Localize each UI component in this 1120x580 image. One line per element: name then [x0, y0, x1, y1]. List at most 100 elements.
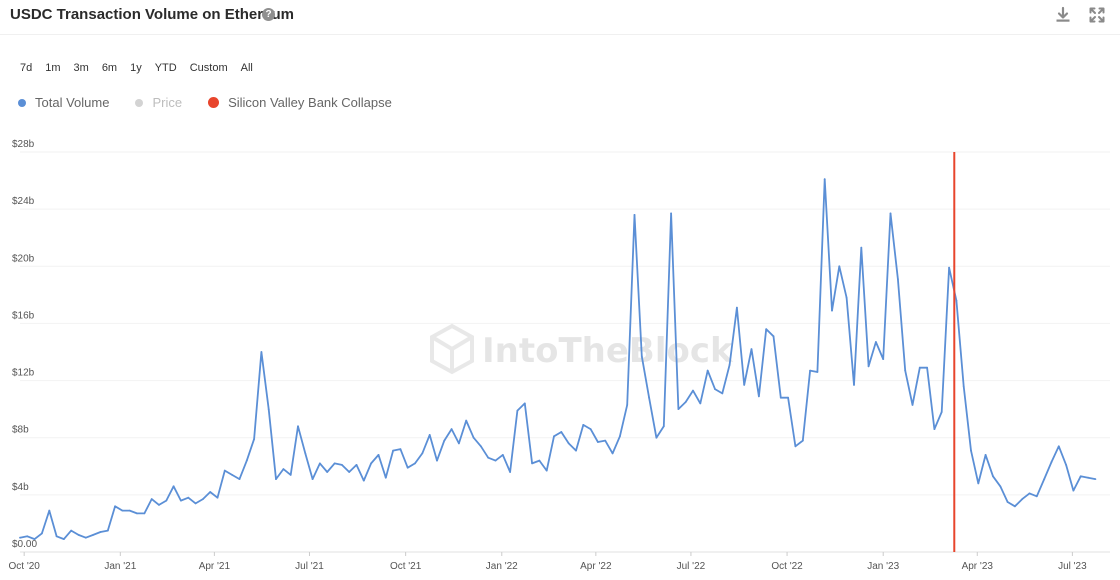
data-point [1072, 489, 1075, 492]
data-point [948, 266, 950, 269]
data-point [275, 478, 277, 480]
data-point [384, 476, 387, 479]
data-point [245, 459, 248, 462]
data-point [787, 396, 789, 399]
data-point [714, 388, 716, 390]
data-point [1035, 495, 1038, 498]
data-point [509, 471, 511, 473]
data-point [897, 278, 899, 280]
legend-dot-price [135, 98, 144, 107]
data-point [216, 496, 219, 499]
data-point [875, 341, 877, 343]
data-point [677, 408, 680, 410]
range-button-1y[interactable]: 1y [130, 62, 142, 74]
data-point [779, 396, 782, 399]
data-point [326, 471, 329, 473]
data-point [487, 456, 490, 459]
data-point [823, 178, 826, 180]
data-point [223, 469, 226, 472]
range-button-6m[interactable]: 6m [101, 62, 118, 74]
data-point [531, 462, 533, 465]
data-point [180, 499, 182, 502]
chart-header: USDC Transaction Volume on Ethereum ? [0, 0, 1120, 35]
data-point [809, 369, 811, 372]
data-point [582, 424, 585, 426]
x-tick-label: Jan '23 [867, 561, 899, 572]
legend-item-price[interactable]: Price [135, 95, 182, 110]
data-point [333, 462, 336, 465]
data-point [648, 396, 650, 399]
data-point [655, 436, 658, 439]
data-point [341, 464, 343, 466]
line-chart[interactable]: IntoTheBlock $0.00 $4b $8b $12b $16b $20b $24b… [0, 130, 1120, 580]
y-axis: $0.00 $4b $8b $12b $16b $20b $24b $28b [12, 139, 37, 550]
data-point [940, 411, 943, 413]
data-point [1028, 492, 1031, 495]
data-point [626, 404, 629, 406]
legend-item-total-volume[interactable]: Total Volume [18, 95, 109, 110]
data-point [282, 468, 285, 470]
data-point [765, 328, 768, 330]
data-point [187, 496, 190, 499]
data-point [63, 538, 65, 540]
data-point [699, 402, 702, 405]
y-tick-label: $4b [12, 482, 29, 493]
range-button-ytd[interactable]: YTD [154, 62, 177, 74]
watermark-text: IntoTheBlock [482, 331, 734, 371]
range-button-7d[interactable]: 7d [20, 62, 33, 74]
expand-icon[interactable] [1088, 6, 1106, 24]
y-tick-label: $8b [12, 425, 29, 436]
data-point [831, 309, 833, 312]
data-point [992, 475, 994, 478]
range-button-all[interactable]: All [240, 62, 253, 74]
data-point [597, 441, 599, 443]
range-button-3m[interactable]: 3m [73, 62, 89, 74]
data-point [611, 452, 614, 455]
data-point [904, 369, 907, 372]
data-point [619, 435, 621, 438]
data-point [640, 355, 643, 358]
data-point [1006, 501, 1009, 503]
range-button-custom[interactable]: Custom [189, 62, 228, 74]
legend-item-svb-collapse[interactable]: Silicon Valley Bank Collapse [208, 95, 392, 110]
data-point [202, 498, 204, 500]
data-point [19, 536, 21, 539]
data-point [1065, 464, 1067, 466]
data-point [136, 512, 138, 515]
itb-logo-icon [430, 323, 474, 375]
data-point [538, 459, 541, 462]
data-point [84, 536, 87, 539]
data-point [1021, 498, 1024, 500]
question-circle-icon[interactable]: ? [262, 8, 275, 21]
data-point [918, 366, 921, 369]
legend-label: Silicon Valley Bank Collapse [228, 95, 392, 110]
y-tick-label: $28b [12, 139, 35, 150]
data-point [955, 299, 958, 302]
data-point [560, 431, 563, 433]
y-tick-label: $12b [12, 368, 35, 379]
y-tick-label: $24b [12, 196, 35, 207]
data-point [209, 491, 212, 493]
data-point [158, 504, 160, 506]
data-point [662, 425, 665, 428]
data-point [706, 369, 709, 372]
data-point [838, 265, 841, 268]
data-point [962, 385, 965, 388]
data-point [1079, 475, 1082, 478]
data-point [480, 445, 482, 448]
series-line [19, 178, 1096, 540]
data-point [553, 435, 555, 438]
data-point [750, 348, 753, 350]
data-point [267, 408, 270, 410]
data-point [77, 534, 80, 536]
data-point [911, 404, 914, 406]
legend-label: Price [152, 95, 183, 110]
legend-dot-total-volume [18, 98, 26, 107]
data-point [1087, 476, 1089, 479]
x-tick-label: Oct '21 [390, 561, 422, 572]
data-point [589, 428, 592, 430]
range-button-1m[interactable]: 1m [45, 62, 61, 74]
data-point [253, 438, 256, 440]
download-icon[interactable] [1054, 6, 1072, 24]
chart-title: USDC Transaction Volume on Ethereum [10, 6, 294, 23]
